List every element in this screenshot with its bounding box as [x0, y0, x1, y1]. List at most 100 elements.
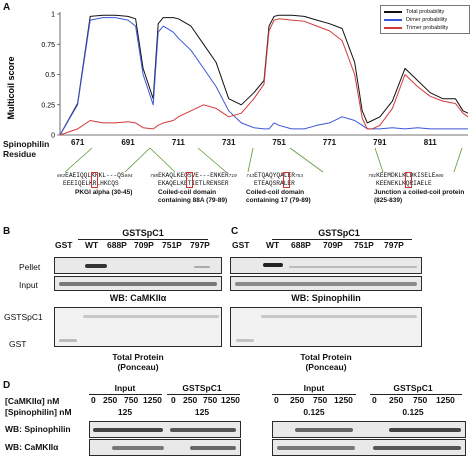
band-c-input [235, 282, 417, 286]
legend-swatch-dimer [384, 19, 402, 21]
domain-4-box [405, 172, 412, 188]
chart-legend: Total probability Dimer probability Trim… [380, 5, 470, 34]
domain-1-seq1: EAEIQQLKRKL---QS [65, 172, 125, 179]
domain-1-caption: PKGI alpha (30-45) [75, 189, 133, 196]
wb-label-b: WB: CaMKIIα [109, 293, 167, 303]
domain-2-box [186, 172, 193, 188]
y-axis-label: Multicoil score [6, 56, 16, 119]
band-d-r-spin-input [295, 428, 353, 432]
d-left-fixed1: 125 [117, 407, 133, 417]
lane-b-wt: WT [85, 240, 99, 250]
domain-1-end: 694 [124, 174, 133, 179]
x-tick-label: 731 [222, 138, 236, 147]
domain-1-start: 682 [57, 174, 66, 179]
row-label-input: Input [19, 280, 38, 290]
total-protein-c-1: Total Protein [300, 352, 352, 362]
total-protein-b-2: (Ponceau) [117, 362, 159, 372]
domain-3-end: 753 [294, 174, 304, 179]
blot-c-pellet [230, 257, 422, 274]
row-label-pellet: Pellet [19, 262, 41, 272]
band-c-pellet-wt [263, 263, 283, 267]
d-right-c1: 250 [290, 395, 305, 405]
series-line-total-probability [59, 14, 469, 136]
y-tick-label: 1 [51, 12, 55, 19]
domain-junction: 791KEEMDKLKLDKISELE805 KEENEKLKQRIAELE J… [368, 172, 472, 205]
band-d-l-cam-gst [190, 446, 236, 450]
domain-2-end: 719 [228, 174, 237, 179]
x-tick-label: 711 [171, 138, 185, 147]
band-d-l-spin-input [93, 428, 163, 432]
panel-b-lanes: GST WT 688P 709P 751P 797P [52, 241, 222, 252]
band-c-tp-gst [236, 339, 254, 342]
x-tick-label: 751 [272, 138, 286, 147]
d-left-c5: 250 [183, 395, 198, 405]
wb-d-row1-label: WB: Spinophilin [5, 424, 71, 434]
domain-4-caption: Junction a coiled-coil protein (825-839) [374, 189, 465, 204]
band-b-tp-spc1 [83, 315, 219, 318]
blot-d-left-spinophilin [89, 421, 241, 438]
d-left-gstspc1: GSTSpC1 [182, 383, 222, 393]
d-right-c0: 0 [274, 395, 279, 405]
band-b-pellet-wt [85, 264, 107, 268]
y-ticks: 1 0.75 0.5 0.25 0 [41, 12, 60, 140]
panel-c-header-rule [272, 239, 412, 240]
domain-3-box [283, 172, 290, 188]
band-c-tp-spc1 [261, 315, 417, 318]
d-right-conc: 0 250 750 1250 0 250 750 1250 [272, 396, 467, 406]
panel-d-letter: D [3, 380, 11, 391]
lane-c-gst: GST [232, 240, 250, 250]
d-left-rule2 [167, 394, 240, 395]
d-right-c4: 0 [372, 395, 377, 405]
gst-label-spc1: GSTSpC1 [4, 312, 43, 322]
domain-2-caption: Coiled-coil domain containing 88A (79-89… [158, 189, 228, 204]
panel-c-header: GSTSpC1 [318, 228, 360, 238]
d-left-c4: 0 [171, 395, 176, 405]
domain-1-seq2: EEEIQELKRLHKCQS [63, 180, 119, 187]
band-d-l-cam-input [112, 446, 164, 450]
blot-b-input [54, 276, 222, 291]
d-right-c7: 1250 [436, 395, 455, 405]
blot-c-input [230, 276, 422, 291]
d-right-fixed1: 0.125 [303, 407, 325, 417]
x-tick-label: 671 [70, 138, 85, 147]
d-right-c3: 1250 [334, 395, 353, 405]
d-left-c3: 1250 [143, 395, 162, 405]
band-d-l-spin-gst [170, 428, 236, 432]
y-tick-label: 0.5 [45, 72, 55, 79]
domain-2-start: 705 [150, 174, 159, 179]
x-tick-label: 791 [373, 138, 387, 147]
band-d-r-cam-input [277, 446, 355, 450]
y-tick-label: 0.75 [41, 42, 55, 49]
legend-label-trimer: Trimer probability [406, 25, 449, 31]
lane-c-688p: 688P [291, 240, 311, 250]
d-right-c6: 750 [413, 395, 428, 405]
x-tick-label: 811 [423, 138, 437, 147]
wb-d-row2-label: WB: CaMKIIα [5, 442, 59, 452]
band-b-input [59, 282, 217, 286]
panel-a-letter: A [3, 2, 11, 13]
y-tick-label: 0.25 [41, 102, 55, 109]
domain-3-start: 743 [246, 174, 255, 179]
panel-b-letter: B [3, 226, 11, 237]
band-c-pellet-rest [289, 266, 417, 268]
panel-c-letter: C [231, 226, 239, 237]
row2-label-spinophilin: [Spinophilin] nM [5, 407, 72, 417]
blot-d-right-spinophilin [272, 421, 466, 438]
panel-c-lanes: GST WT 688P 709P 751P 797P [230, 241, 430, 252]
lane-b-gst: GST [55, 240, 73, 250]
domain-3-seq2: ETEAQSRALER [254, 180, 295, 187]
wb-label-c: WB: Spinophilin [291, 293, 361, 303]
band-b-pellet-797p [194, 266, 210, 268]
band-d-r-spin-gst [389, 428, 461, 432]
x-tick-label: 691 [121, 138, 135, 147]
y-tick-label: 0 [51, 133, 55, 140]
multicoil-chart: Multicoil score 1 0.75 0.5 0.25 0 [6, 12, 469, 140]
d-left-input: Input [114, 383, 136, 393]
lane-b-709p: 709P [134, 240, 154, 250]
d-right-fixed2: 0.125 [402, 407, 424, 417]
domain-4-end: 805 [435, 174, 444, 179]
total-protein-b-1: Total Protein [112, 352, 164, 362]
plot-frame [59, 12, 468, 136]
d-left-c1: 250 [103, 395, 118, 405]
d-left-c2: 750 [124, 395, 139, 405]
